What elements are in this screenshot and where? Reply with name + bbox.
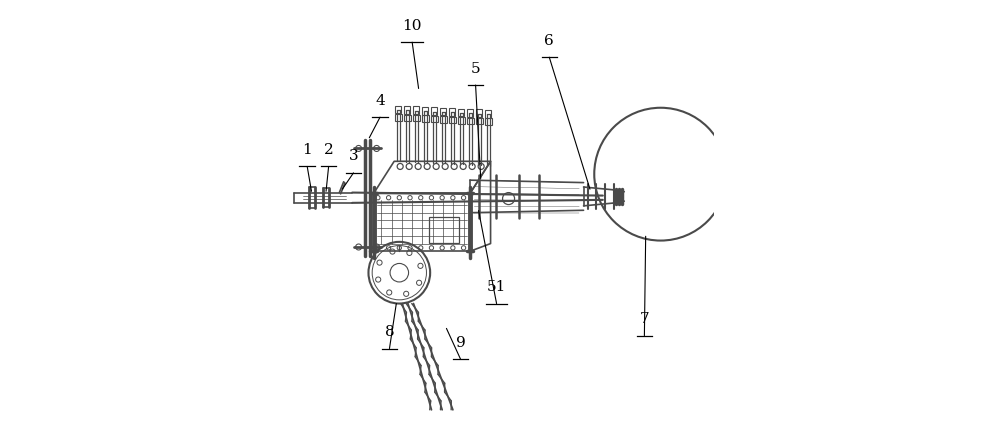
Text: 8: 8 [385,325,394,339]
Bar [395,105,401,113]
Bar [404,106,410,114]
Bar [422,107,428,115]
Bar [458,108,464,116]
Bar [449,117,456,123]
Bar [429,217,459,243]
Text: 3: 3 [349,149,358,164]
Text: 10: 10 [402,19,422,33]
Text: 9: 9 [456,336,465,350]
Text: 6: 6 [544,34,554,48]
Text: 1: 1 [302,143,312,157]
Bar [485,110,491,118]
Bar [413,115,420,122]
Bar [431,116,438,122]
Bar [440,116,447,123]
Bar [458,117,465,124]
Text: 7: 7 [640,312,649,326]
Bar [413,106,419,114]
Text: 5: 5 [471,62,480,76]
Bar [404,115,411,121]
Bar [431,107,437,115]
Bar [422,115,429,122]
Bar [395,114,402,121]
Bar [449,108,455,116]
Bar [467,118,474,124]
Text: 2: 2 [324,143,333,157]
Bar [476,109,482,117]
Text: 4: 4 [375,94,385,108]
Bar [476,118,483,125]
Bar [485,118,492,125]
Bar [467,109,473,117]
Text: 51: 51 [487,280,506,294]
Bar [440,108,446,115]
